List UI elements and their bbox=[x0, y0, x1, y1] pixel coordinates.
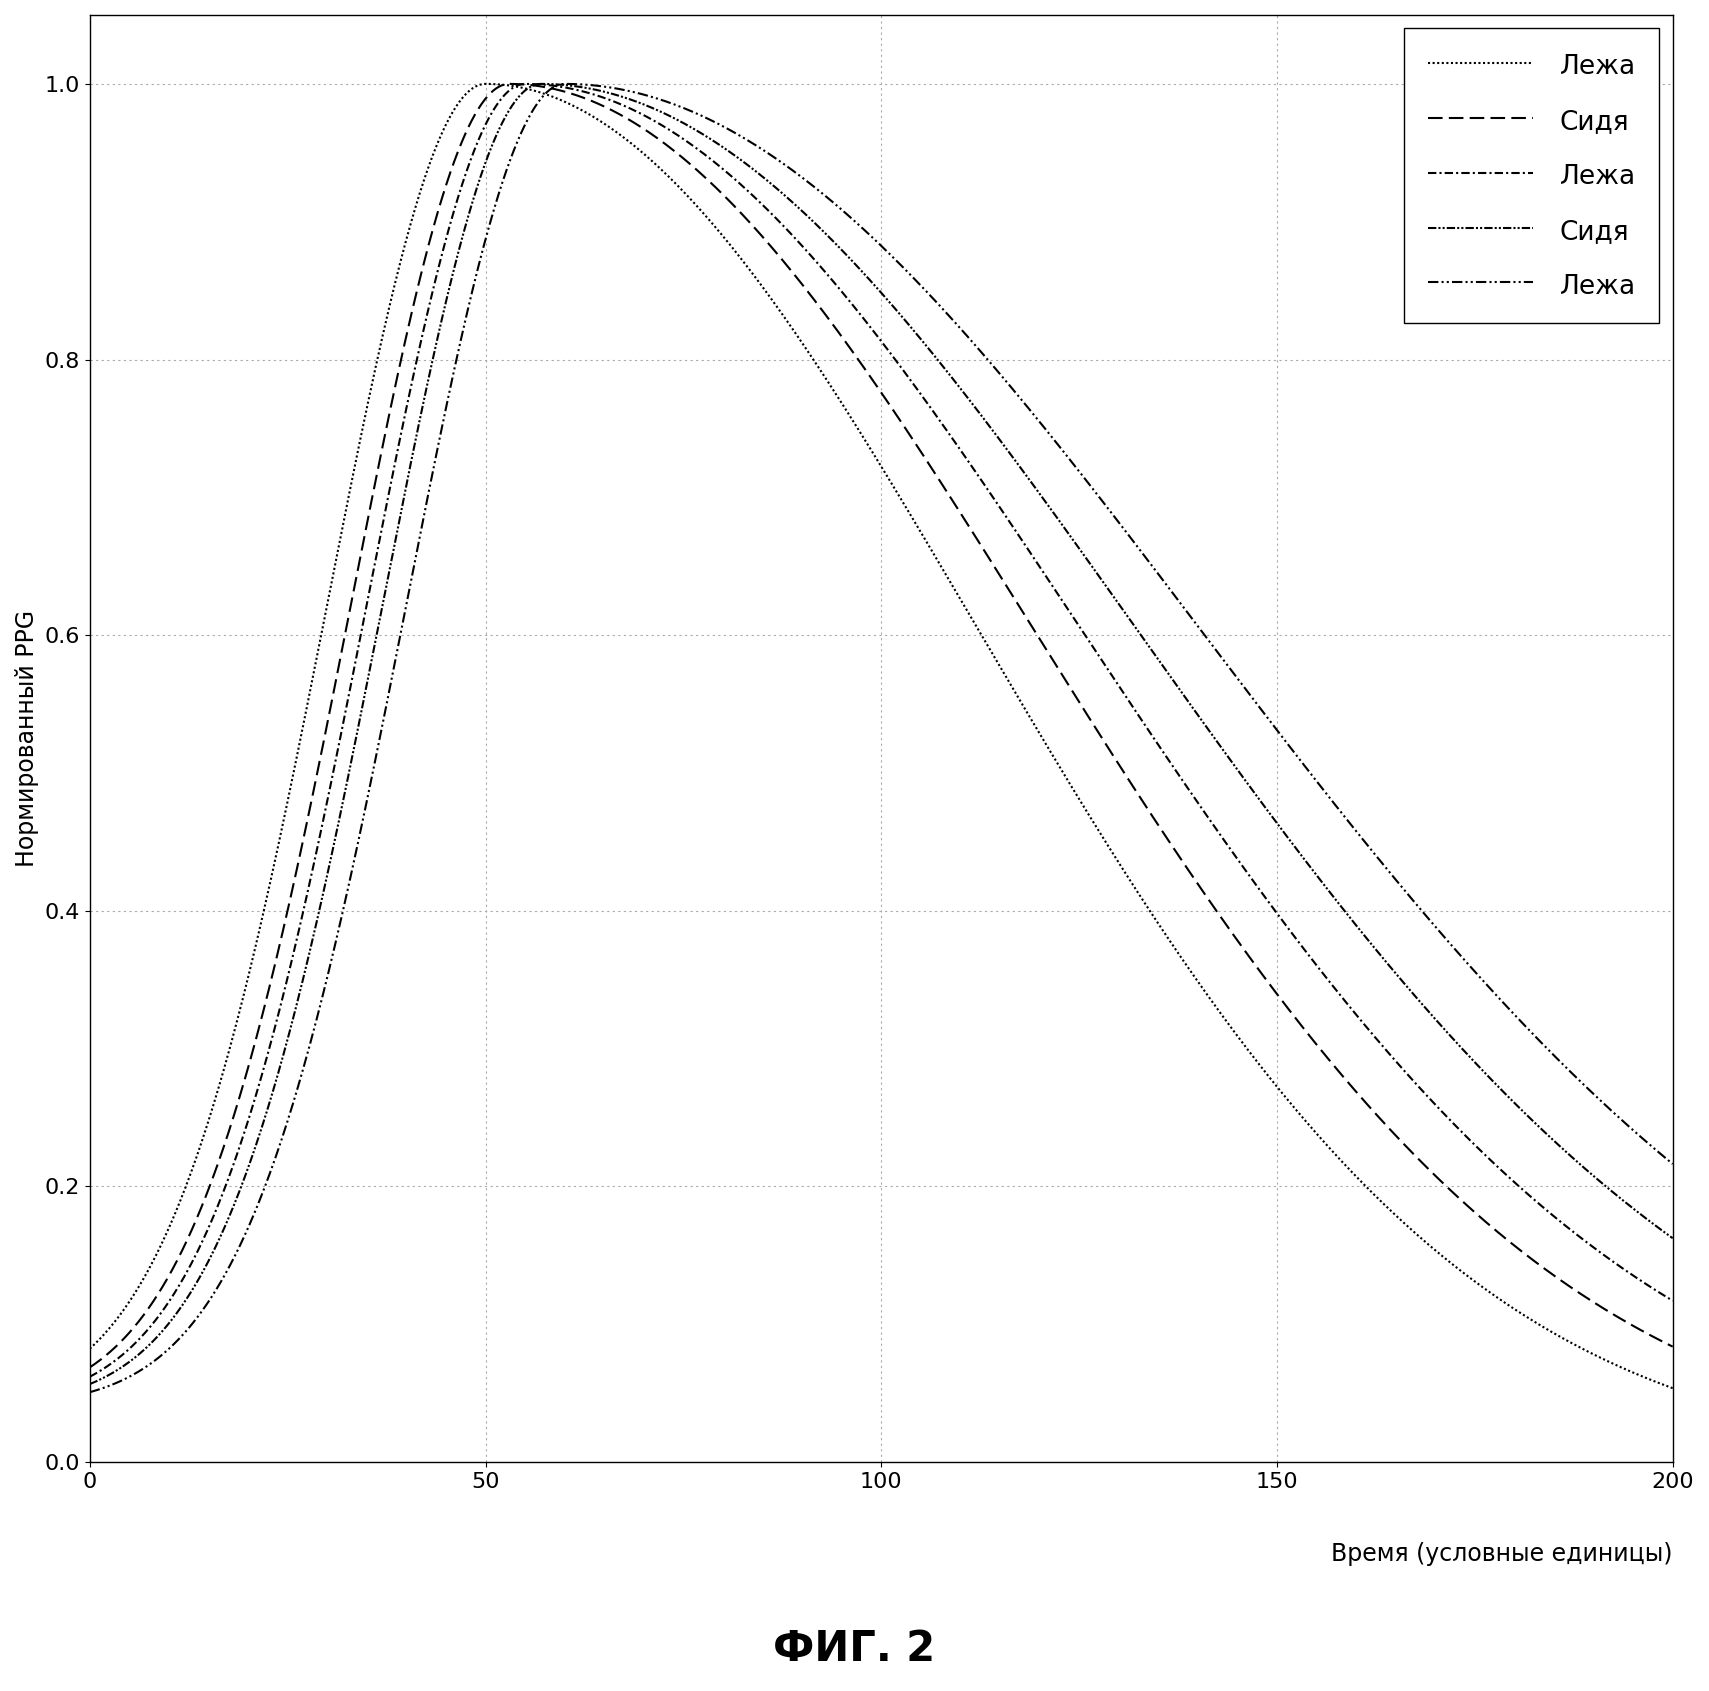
Text: ФИГ. 2: ФИГ. 2 bbox=[774, 1628, 935, 1669]
Legend: Лежа, Сидя, Лежа, Сидя, Лежа: Лежа, Сидя, Лежа, Сидя, Лежа bbox=[1403, 29, 1659, 323]
Y-axis label: Нормированный PPG: Нормированный PPG bbox=[15, 610, 39, 867]
X-axis label: Время (условные единицы): Время (условные единицы) bbox=[1331, 1542, 1673, 1566]
